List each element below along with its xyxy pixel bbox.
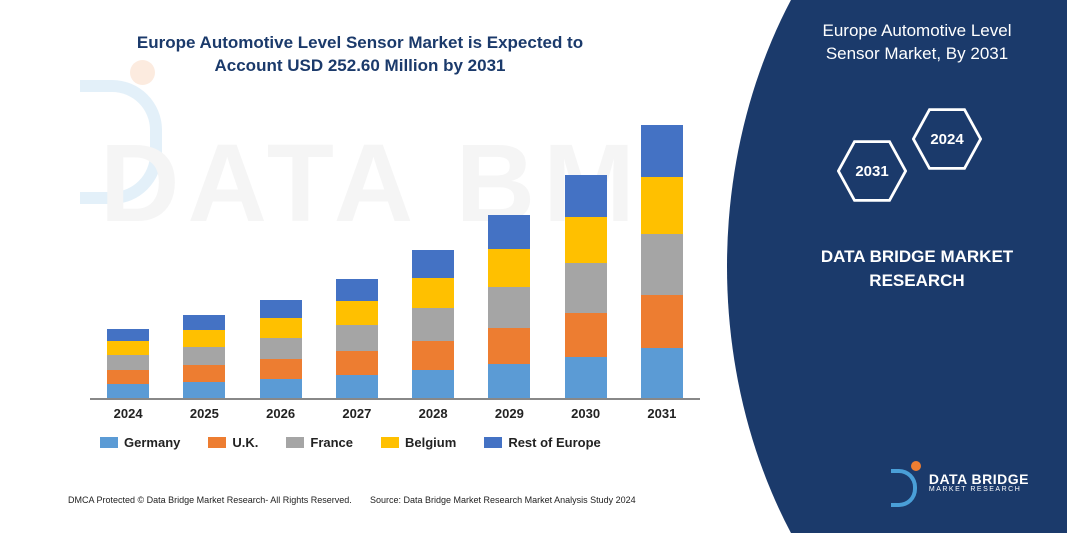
legend-item: U.K. <box>208 435 258 450</box>
bar-stack <box>641 125 683 398</box>
bar-segment <box>260 300 302 318</box>
bar-segment <box>183 330 225 347</box>
x-axis-label: 2024 <box>98 406 158 421</box>
footer-source: Source: Data Bridge Market Research Mark… <box>370 495 636 505</box>
bar-segment <box>488 328 530 364</box>
footer-dmca: DMCA Protected © Data Bridge Market Rese… <box>68 495 352 505</box>
chart-area <box>90 120 700 400</box>
bar-stack <box>488 215 530 398</box>
x-axis-label: 2030 <box>556 406 616 421</box>
hex-badge: 2031 <box>837 140 907 202</box>
legend-label: Rest of Europe <box>508 435 600 450</box>
legend-label: Belgium <box>405 435 456 450</box>
bar-segment <box>412 250 454 278</box>
hex-label: 2031 <box>855 163 888 180</box>
chart-legend: Germany U.K. France Belgium Rest of Europe <box>100 435 700 450</box>
legend-label: France <box>310 435 353 450</box>
bar-segment <box>336 301 378 325</box>
x-axis-labels: 2024 2025 2026 2027 2028 2029 2030 2031 <box>90 406 700 421</box>
footer-logo-text: DATA BRIDGE MARKET RESEARCH <box>929 472 1029 493</box>
footer-logo-mark <box>889 461 923 503</box>
bar-stack <box>412 250 454 398</box>
footer-logo-main: DATA BRIDGE <box>929 472 1029 486</box>
x-axis-label: 2025 <box>174 406 234 421</box>
bar-segment <box>260 338 302 359</box>
bar-segment <box>336 375 378 398</box>
bar-segment <box>488 249 530 287</box>
brand-label: DATA BRIDGE MARKET RESEARCH <box>797 245 1037 293</box>
bar-stack <box>260 300 302 398</box>
bar-segment <box>565 313 607 357</box>
x-axis-label: 2028 <box>403 406 463 421</box>
bar-segment <box>260 318 302 338</box>
footer-logo-sub: MARKET RESEARCH <box>929 486 1029 493</box>
bar-segment <box>412 370 454 398</box>
legend-swatch <box>100 437 118 448</box>
bar-segment <box>183 382 225 398</box>
bar-segment <box>107 341 149 355</box>
right-panel: Europe Automotive Level Sensor Market, B… <box>727 0 1067 533</box>
right-panel-title: Europe Automotive Level Sensor Market, B… <box>797 20 1037 66</box>
bar-stack <box>336 279 378 398</box>
legend-label: Germany <box>124 435 180 450</box>
bar-segment <box>260 359 302 379</box>
bar-segment <box>412 308 454 341</box>
x-axis-line <box>90 398 700 400</box>
legend-item: Germany <box>100 435 180 450</box>
bar-segment <box>641 125 683 177</box>
bars-container <box>90 120 700 398</box>
hex-label: 2024 <box>930 131 963 148</box>
bar-stack <box>107 329 149 398</box>
bar-stack <box>565 175 607 398</box>
bar-segment <box>336 279 378 301</box>
bar-segment <box>336 325 378 351</box>
legend-label: U.K. <box>232 435 258 450</box>
bar-segment <box>565 357 607 398</box>
bar-segment <box>641 177 683 234</box>
bar-segment <box>183 347 225 365</box>
bar-segment <box>488 364 530 398</box>
bar-segment <box>107 384 149 398</box>
legend-swatch <box>381 437 399 448</box>
legend-swatch <box>484 437 502 448</box>
x-axis-label: 2031 <box>632 406 692 421</box>
bar-segment <box>488 215 530 249</box>
legend-swatch <box>286 437 304 448</box>
bar-stack <box>183 315 225 398</box>
bar-segment <box>412 341 454 370</box>
legend-item: Belgium <box>381 435 456 450</box>
bar-segment <box>183 315 225 330</box>
x-axis-label: 2026 <box>251 406 311 421</box>
bar-segment <box>565 263 607 313</box>
legend-swatch <box>208 437 226 448</box>
bar-segment <box>107 329 149 341</box>
legend-item: France <box>286 435 353 450</box>
x-axis-label: 2029 <box>479 406 539 421</box>
bar-segment <box>488 287 530 328</box>
footer-logo: DATA BRIDGE MARKET RESEARCH <box>889 461 1029 503</box>
bar-segment <box>260 379 302 398</box>
bar-segment <box>412 278 454 308</box>
bar-segment <box>183 365 225 382</box>
legend-item: Rest of Europe <box>484 435 600 450</box>
bar-segment <box>107 370 149 384</box>
bar-segment <box>641 348 683 398</box>
bar-segment <box>565 217 607 263</box>
bar-segment <box>336 351 378 375</box>
chart-title: Europe Automotive Level Sensor Market is… <box>120 32 600 78</box>
bar-segment <box>641 234 683 295</box>
bar-segment <box>641 295 683 348</box>
hex-badge: 2024 <box>912 108 982 170</box>
bar-segment <box>565 175 607 217</box>
x-axis-label: 2027 <box>327 406 387 421</box>
left-panel: DATA BM Europe Automotive Level Sensor M… <box>0 0 760 533</box>
bar-segment <box>107 355 149 370</box>
hex-container: 2031 2024 <box>832 100 1002 220</box>
